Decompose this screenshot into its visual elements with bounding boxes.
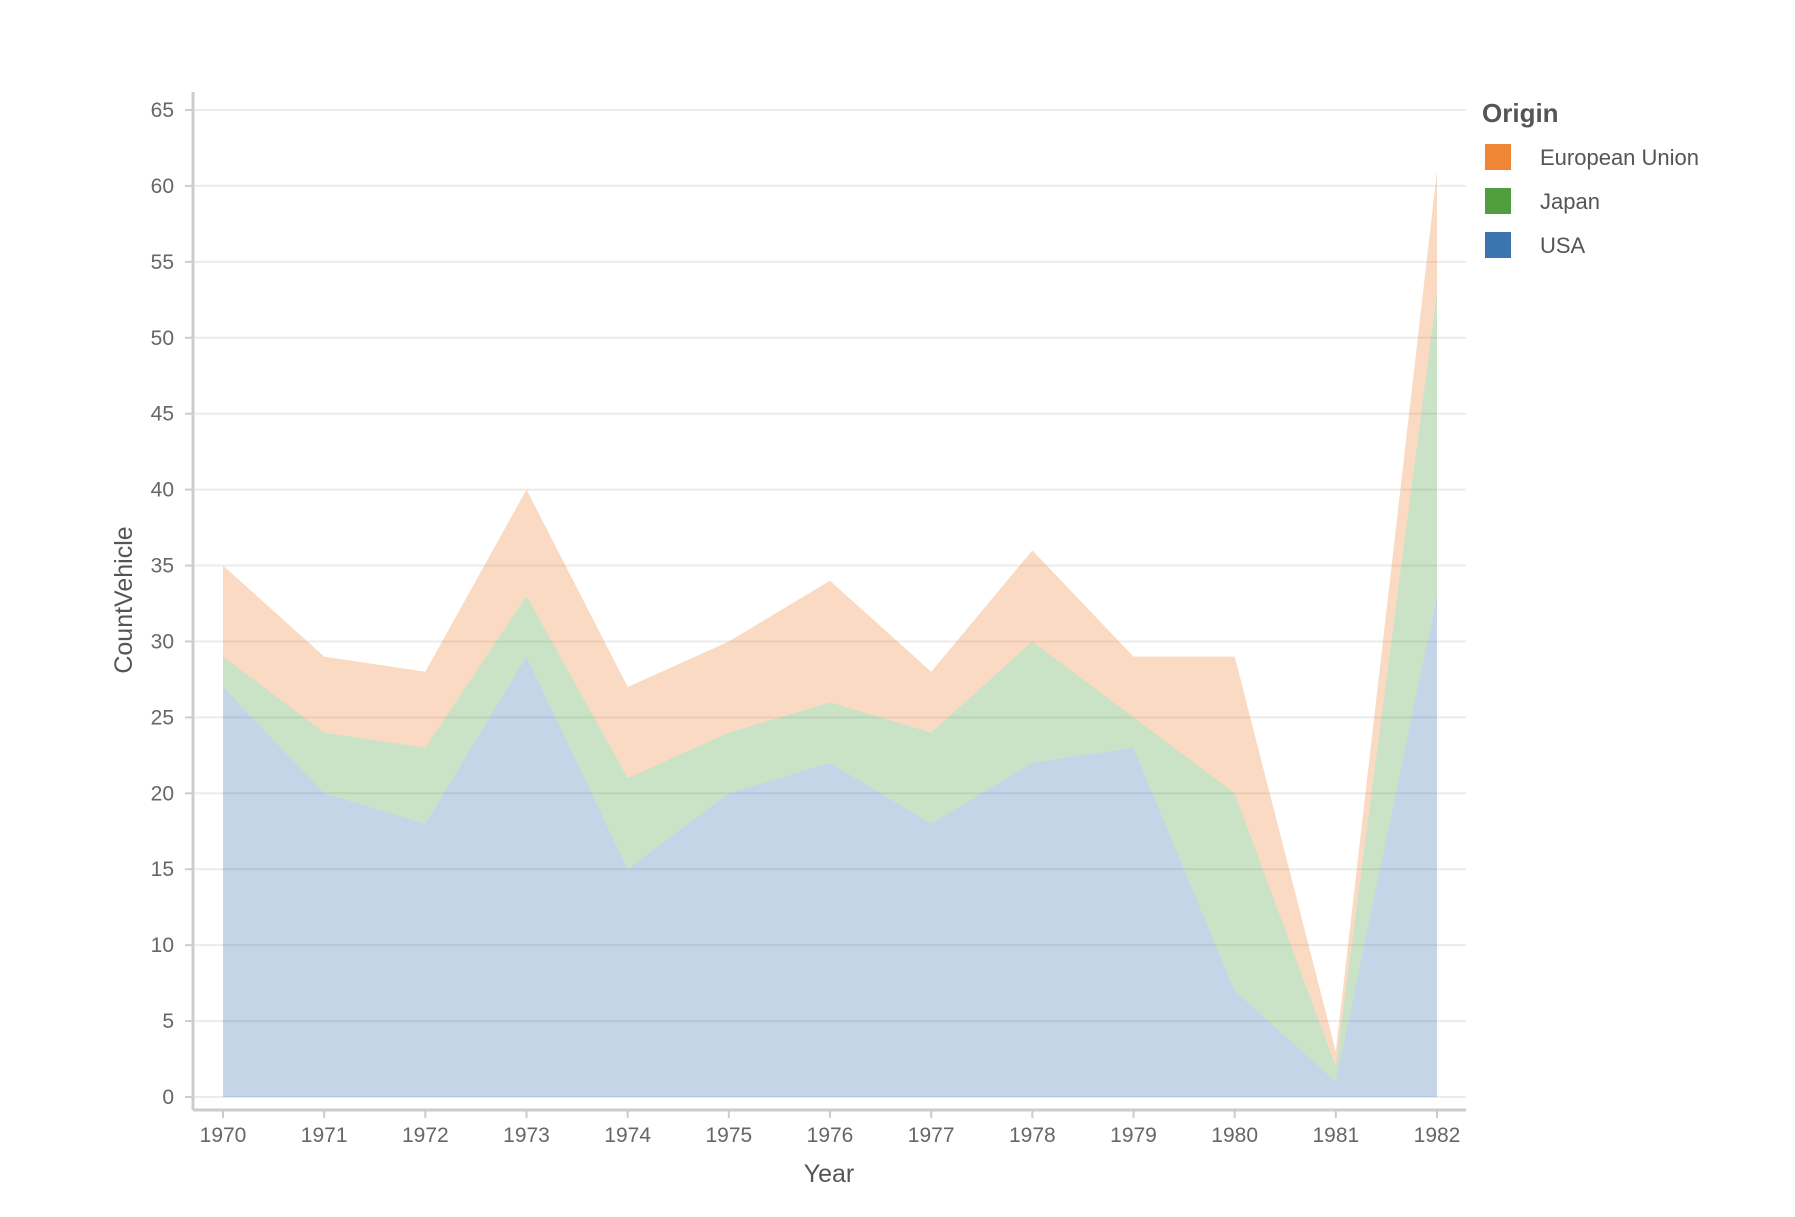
legend: Origin European Union Japan USA [1482, 98, 1699, 258]
x-tick-label: 1973 [503, 1124, 550, 1147]
x-axis-title: Year [804, 1160, 855, 1188]
y-tick-label: 60 [151, 175, 174, 198]
x-tick-label: 1982 [1414, 1124, 1461, 1147]
x-tick-label: 1976 [807, 1124, 854, 1147]
x-tick-label: 1970 [200, 1124, 247, 1147]
legend-label: Japan [1540, 189, 1600, 214]
y-tick-label: 0 [162, 1086, 174, 1109]
area-series [223, 170, 1437, 1097]
legend-swatch [1485, 144, 1511, 170]
y-tick-label: 20 [151, 782, 174, 805]
x-tick-label: 1977 [908, 1124, 955, 1147]
y-tick-label: 45 [151, 403, 174, 426]
y-axis-ticks: 0 5 10 15 20 25 30 35 40 45 50 55 60 65 [151, 99, 193, 1109]
y-tick-label: 15 [151, 858, 174, 881]
x-tick-label: 1980 [1211, 1124, 1258, 1147]
legend-swatch [1485, 188, 1511, 214]
area-usa [223, 595, 1437, 1097]
y-tick-label: 65 [151, 99, 174, 122]
x-tick-label: 1981 [1312, 1124, 1359, 1147]
x-tick-label: 1978 [1009, 1124, 1056, 1147]
y-tick-label: 40 [151, 479, 174, 502]
y-tick-label: 10 [151, 934, 174, 957]
legend-title: Origin [1482, 98, 1559, 128]
legend-label: European Union [1540, 145, 1699, 170]
x-tick-label: 1974 [604, 1124, 651, 1147]
x-tick-label: 1975 [705, 1124, 752, 1147]
x-axis-ticks: 1970 1971 1972 1973 1974 1975 1976 1977 1978 1979… [200, 1110, 1461, 1147]
y-tick-label: 5 [162, 1010, 174, 1033]
legend-swatch [1485, 232, 1511, 258]
y-tick-label: 35 [151, 555, 174, 578]
y-tick-label: 55 [151, 251, 174, 274]
area-european-union [223, 170, 1437, 1067]
y-tick-label: 30 [151, 630, 174, 653]
x-tick-label: 1979 [1110, 1124, 1157, 1147]
x-tick-label: 1972 [402, 1124, 449, 1147]
x-tick-label: 1971 [301, 1124, 348, 1147]
y-axis-title: CountVehicle [110, 526, 138, 673]
y-tick-label: 50 [151, 327, 174, 350]
grid-lines [195, 109, 1466, 1098]
y-tick-label: 25 [151, 706, 174, 729]
legend-label: USA [1540, 233, 1586, 258]
